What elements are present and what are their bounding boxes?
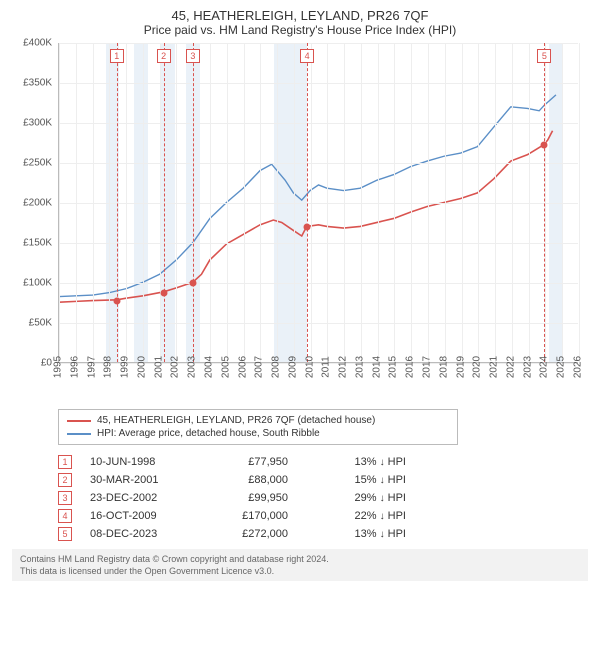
x-tick-label: 2004 xyxy=(203,356,214,378)
attribution-line1: Contains HM Land Registry data © Crown c… xyxy=(20,553,580,565)
tx-price: £77,950 xyxy=(208,456,288,468)
x-tick-label: 2019 xyxy=(455,356,466,378)
legend-row: HPI: Average price, detached house, Sout… xyxy=(67,427,449,440)
x-tick-label: 2007 xyxy=(254,356,265,378)
x-tick-label: 1995 xyxy=(53,356,64,378)
tx-number-badge: 5 xyxy=(58,527,72,541)
tx-delta: 13% ↓ HPI xyxy=(306,528,406,540)
data-point xyxy=(189,280,196,287)
arrow-down-icon: ↓ xyxy=(380,493,385,504)
transaction-row: 3 23-DEC-2002 £99,950 29% ↓ HPI xyxy=(58,489,588,507)
tx-number-badge: 3 xyxy=(58,491,72,505)
x-tick-label: 2023 xyxy=(522,356,533,378)
marker-badge: 4 xyxy=(300,49,314,63)
x-tick-label: 2018 xyxy=(438,356,449,378)
x-tick-label: 2015 xyxy=(388,356,399,378)
x-tick-label: 2001 xyxy=(153,356,164,378)
x-tick-label: 2012 xyxy=(338,356,349,378)
tx-number-badge: 1 xyxy=(58,455,72,469)
x-tick-label: 2003 xyxy=(187,356,198,378)
x-tick-label: 2000 xyxy=(136,356,147,378)
x-tick-label: 2010 xyxy=(304,356,315,378)
x-tick-label: 2025 xyxy=(556,356,567,378)
x-tick-label: 1998 xyxy=(103,356,114,378)
y-tick-label: £50K xyxy=(29,318,52,329)
legend-label: HPI: Average price, detached house, Sout… xyxy=(97,428,320,439)
x-tick-label: 2006 xyxy=(237,356,248,378)
y-tick-label: £100K xyxy=(23,278,52,289)
arrow-down-icon: ↓ xyxy=(380,529,385,540)
tx-number-badge: 4 xyxy=(58,509,72,523)
transaction-row: 2 30-MAR-2001 £88,000 15% ↓ HPI xyxy=(58,471,588,489)
y-tick-label: £400K xyxy=(23,38,52,49)
marker-badge: 3 xyxy=(186,49,200,63)
tx-price: £170,000 xyxy=(208,510,288,522)
x-tick-label: 2008 xyxy=(271,356,282,378)
tx-price: £88,000 xyxy=(208,474,288,486)
tx-date: 08-DEC-2023 xyxy=(90,528,190,540)
marker-badge: 1 xyxy=(110,49,124,63)
x-tick-label: 2021 xyxy=(489,356,500,378)
tx-price: £99,950 xyxy=(208,492,288,504)
x-tick-label: 2002 xyxy=(170,356,181,378)
legend-label: 45, HEATHERLEIGH, LEYLAND, PR26 7QF (det… xyxy=(97,415,375,426)
y-tick-label: £200K xyxy=(23,198,52,209)
tx-delta: 15% ↓ HPI xyxy=(306,474,406,486)
attribution-line2: This data is licensed under the Open Gov… xyxy=(20,565,580,577)
y-tick-label: £150K xyxy=(23,238,52,249)
marker-badge: 5 xyxy=(537,49,551,63)
chart-container: 45, HEATHERLEIGH, LEYLAND, PR26 7QF Pric… xyxy=(0,0,600,650)
x-tick-label: 2020 xyxy=(472,356,483,378)
x-tick-label: 1996 xyxy=(69,356,80,378)
tx-delta: 29% ↓ HPI xyxy=(306,492,406,504)
tx-date: 16-OCT-2009 xyxy=(90,510,190,522)
data-point xyxy=(541,142,548,149)
x-tick-label: 2017 xyxy=(422,356,433,378)
tx-number-badge: 2 xyxy=(58,473,72,487)
x-tick-label: 2009 xyxy=(287,356,298,378)
plot-area: 1 2 3 4 5 xyxy=(58,43,578,363)
x-axis-labels: 1995199619971998199920002001200220032004… xyxy=(58,365,578,403)
x-tick-label: 2011 xyxy=(321,356,332,378)
x-tick-label: 2013 xyxy=(354,356,365,378)
x-tick-label: 2014 xyxy=(371,356,382,378)
arrow-down-icon: ↓ xyxy=(380,511,385,522)
tx-delta: 22% ↓ HPI xyxy=(306,510,406,522)
x-tick-label: 2016 xyxy=(405,356,416,378)
data-point xyxy=(160,289,167,296)
x-tick-label: 1997 xyxy=(86,356,97,378)
legend: 45, HEATHERLEIGH, LEYLAND, PR26 7QF (det… xyxy=(58,409,458,445)
data-point xyxy=(113,297,120,304)
y-tick-label: £350K xyxy=(23,78,52,89)
chart-subtitle: Price paid vs. HM Land Registry's House … xyxy=(12,23,588,37)
legend-swatch xyxy=(67,420,91,422)
transaction-row: 4 16-OCT-2009 £170,000 22% ↓ HPI xyxy=(58,507,588,525)
transactions-table: 1 10-JUN-1998 £77,950 13% ↓ HPI 2 30-MAR-2001… xyxy=(58,453,588,543)
legend-swatch xyxy=(67,433,91,435)
x-tick-label: 2005 xyxy=(220,356,231,378)
y-tick-label: £250K xyxy=(23,158,52,169)
y-axis-labels: £0£50K£100K£150K£200K£250K£300K£350K£400… xyxy=(12,43,56,363)
tx-price: £272,000 xyxy=(208,528,288,540)
x-tick-label: 2024 xyxy=(539,356,550,378)
tx-delta: 13% ↓ HPI xyxy=(306,456,406,468)
transaction-row: 1 10-JUN-1998 £77,950 13% ↓ HPI xyxy=(58,453,588,471)
x-tick-label: 2026 xyxy=(573,356,584,378)
tx-date: 23-DEC-2002 xyxy=(90,492,190,504)
legend-row: 45, HEATHERLEIGH, LEYLAND, PR26 7QF (det… xyxy=(67,414,449,427)
arrow-down-icon: ↓ xyxy=(380,475,385,486)
y-tick-label: £300K xyxy=(23,118,52,129)
tx-date: 30-MAR-2001 xyxy=(90,474,190,486)
marker-badge: 2 xyxy=(157,49,171,63)
arrow-down-icon: ↓ xyxy=(380,457,385,468)
chart-title: 45, HEATHERLEIGH, LEYLAND, PR26 7QF xyxy=(12,8,588,23)
transaction-row: 5 08-DEC-2023 £272,000 13% ↓ HPI xyxy=(58,525,588,543)
chart-area: £0£50K£100K£150K£200K£250K£300K£350K£400… xyxy=(12,43,588,403)
attribution: Contains HM Land Registry data © Crown c… xyxy=(12,549,588,581)
tx-date: 10-JUN-1998 xyxy=(90,456,190,468)
data-point xyxy=(304,224,311,231)
x-tick-label: 1999 xyxy=(120,356,131,378)
y-tick-label: £0 xyxy=(41,358,52,369)
x-tick-label: 2022 xyxy=(505,356,516,378)
